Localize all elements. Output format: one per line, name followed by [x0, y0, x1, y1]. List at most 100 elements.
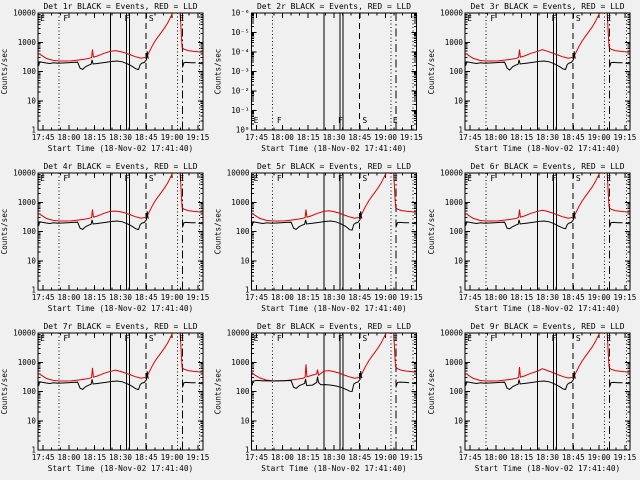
x-tick-label: 18:00: [58, 293, 81, 302]
x-tick-label: 17:45: [459, 133, 482, 142]
axes: [37, 12, 204, 131]
chart-det3r: 1 10 100 1000 10000 E F F S E Det 3r BLACK = Event…: [427, 2, 636, 153]
events-curve: [464, 211, 631, 230]
x-tick-label: 19:15: [400, 293, 423, 302]
y-tick-label: 10: [240, 416, 250, 425]
y-tick-label: 10⁻¹: [231, 106, 249, 115]
x-tick-label: 18:30: [536, 453, 559, 462]
chart-det7r: 1 10 100 1000 10000 E F F S E Det 7r BLACK = Event…: [0, 322, 209, 473]
y-tick-label: 10⁻³: [231, 67, 249, 76]
y-tick-label: 10: [27, 96, 37, 105]
x-tick-label: 19:15: [186, 133, 209, 142]
y-tick-label: 10⁻⁵: [231, 28, 249, 37]
flag-letter-f: F: [338, 334, 343, 343]
panel-det-7r: 1 10 100 1000 10000 E F F S E Det 7r BLACK = Event…: [0, 320, 213, 480]
x-tick-label: 18:45: [562, 133, 585, 142]
chart-det1r: 1 10 100 1000 10000 E F F S E Det 1r BLACK = Event…: [0, 2, 209, 153]
axes: [464, 12, 631, 131]
x-tick-label: 18:45: [135, 453, 158, 462]
flag-letter-f: F: [490, 14, 495, 23]
x-tick-label: 19:15: [186, 293, 209, 302]
y-tick-label: 100: [22, 227, 36, 236]
flag-letter-f: F: [63, 174, 68, 183]
y-tick-label: 10000: [13, 9, 36, 18]
y-tick-label: 100: [236, 387, 250, 396]
flag-letter-e: E: [467, 14, 472, 23]
events-curve: [37, 211, 204, 230]
lld-curve: [37, 173, 204, 222]
y-axis-label: Counts/sec: [427, 369, 436, 415]
flag-letter-e: E: [467, 334, 472, 343]
x-tick-label: 18:00: [58, 453, 81, 462]
chart-det8r: 1 10 100 1000 10000 E F F S E Det 8r BLACK = Event…: [214, 322, 423, 473]
y-tick-label: 10: [454, 96, 464, 105]
x-tick-label: 18:30: [323, 453, 346, 462]
y-axis-label: Counts/sec: [214, 209, 223, 255]
axes: [251, 12, 417, 131]
x-tick-label: 18:15: [83, 293, 106, 302]
panel-det-8r: 1 10 100 1000 10000 E F F S E Det 8r BLACK = Event…: [213, 320, 427, 480]
y-tick-label: 10⁰: [236, 126, 250, 135]
panel-title: Det 6r BLACK = Events, RED = LLD: [470, 162, 624, 171]
y-tick-label: 10000: [227, 329, 250, 338]
x-axis-label: Start Time (18-Nov-02 17:41:40): [261, 304, 407, 313]
y-tick-label: 10: [240, 256, 250, 265]
x-tick-label: 19:15: [186, 453, 209, 462]
x-tick-label: 17:45: [245, 293, 268, 302]
x-axis-label: Start Time (18-Nov-02 17:41:40): [48, 144, 194, 153]
lld-curve: [251, 173, 417, 222]
flag-letter-s: S: [149, 14, 154, 23]
x-tick-label: 18:15: [297, 133, 320, 142]
flag-letter-s: S: [576, 174, 581, 183]
y-tick-label: 1: [31, 286, 36, 295]
y-axis-label: Counts/sec: [0, 369, 9, 415]
flag-letter-f: F: [277, 174, 282, 183]
flag-letter-f: F: [551, 14, 556, 23]
flag-letter-f: F: [490, 174, 495, 183]
x-axis-label: Start Time (18-Nov-02 17:41:40): [48, 304, 194, 313]
y-axis-label: Counts/sec: [214, 369, 223, 415]
lld-curve: [464, 13, 631, 62]
x-axis-label: Start Time (18-Nov-02 17:41:40): [475, 144, 621, 153]
x-tick-label: 18:30: [323, 133, 346, 142]
y-tick-label: 1: [458, 446, 463, 455]
y-tick-label: 1000: [231, 358, 250, 367]
y-tick-label: 1000: [445, 358, 464, 367]
flag-letter-f: F: [338, 116, 343, 125]
x-tick-label: 19:15: [613, 293, 636, 302]
flag-letter-e: E: [40, 334, 45, 343]
x-tick-label: 18:00: [485, 293, 508, 302]
x-tick-label: 18:30: [109, 293, 132, 302]
flag-letter-f: F: [124, 14, 129, 23]
x-tick-label: 17:45: [32, 133, 55, 142]
y-tick-label: 10000: [13, 329, 36, 338]
x-tick-label: 18:15: [510, 133, 533, 142]
panel-det-9r: 1 10 100 1000 10000 E F F S E Det 9r BLACK = Event…: [427, 320, 640, 480]
x-tick-label: 19:00: [588, 293, 611, 302]
flag-letter-f: F: [124, 174, 129, 183]
panel-title: Det 3r BLACK = Events, RED = LLD: [470, 2, 624, 11]
x-tick-label: 19:15: [400, 133, 423, 142]
flag-letter-e: E: [393, 174, 398, 183]
y-axis-label: Counts/sec: [214, 49, 223, 95]
chart-det6r: 1 10 100 1000 10000 E F F S E Det 6r BLACK = Event…: [427, 162, 636, 313]
x-tick-label: 19:00: [374, 133, 397, 142]
x-tick-label: 17:45: [459, 453, 482, 462]
y-tick-label: 10000: [440, 9, 463, 18]
axes: [37, 332, 204, 451]
y-tick-label: 10⁻⁴: [231, 48, 249, 57]
x-tick-label: 18:15: [510, 293, 533, 302]
y-axis-label: Counts/sec: [0, 209, 9, 255]
y-tick-label: 10000: [440, 169, 463, 178]
chart-det5r: 1 10 100 1000 10000 E F F S E Det 5r BLACK = Event…: [214, 162, 423, 313]
y-tick-label: 1000: [445, 198, 464, 207]
y-axis-label: Counts/sec: [427, 49, 436, 95]
x-tick-label: 19:00: [374, 453, 397, 462]
x-axis-label: Start Time (18-Nov-02 17:41:40): [261, 464, 407, 473]
x-tick-label: 18:15: [83, 453, 106, 462]
x-tick-label: 18:15: [297, 453, 320, 462]
flag-letter-e: E: [393, 116, 398, 125]
x-axis-label: Start Time (18-Nov-02 17:41:40): [475, 464, 621, 473]
panel-title: Det 2r BLACK = Events, RED = LLD: [257, 2, 411, 11]
lld-curve: [37, 13, 204, 62]
